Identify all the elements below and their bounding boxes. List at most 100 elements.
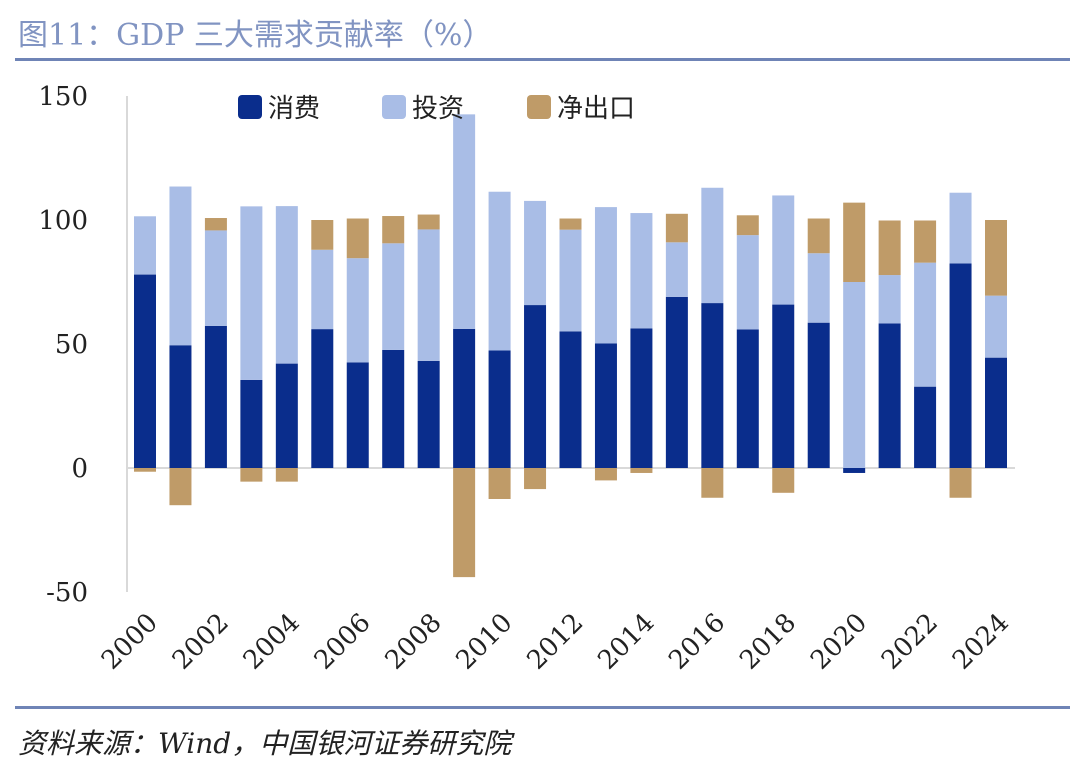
bar-net_exports-2005 xyxy=(311,220,334,250)
legend-label-investment: 投资 xyxy=(412,94,464,124)
legend-swatch-investment xyxy=(382,95,406,119)
top-divider xyxy=(15,58,1070,61)
y-tick-label: 50 xyxy=(55,330,88,360)
bar-consumption-2006 xyxy=(346,362,369,468)
y-tick-label: -50 xyxy=(46,578,88,608)
bar-investment-2012 xyxy=(559,229,582,332)
bar-net_exports-2012 xyxy=(559,218,582,230)
bar-consumption-2001 xyxy=(169,345,192,468)
bar-investment-2006 xyxy=(346,258,369,363)
bar-consumption-2004 xyxy=(275,363,298,468)
x-tick-label: 2008 xyxy=(380,608,448,676)
source-note: 资料来源：Wind，中国银河证券研究院 xyxy=(18,727,512,760)
bar-investment-2000 xyxy=(134,216,156,275)
bar-investment-2009 xyxy=(453,114,476,329)
x-tick-label: 2020 xyxy=(805,608,873,676)
legend-label-consumption: 消费 xyxy=(268,94,320,124)
bar-net_exports-2015 xyxy=(665,213,688,243)
bar-net_exports-2011 xyxy=(524,468,547,490)
x-tick-label: 2010 xyxy=(451,608,519,676)
bar-consumption-2012 xyxy=(559,331,582,468)
bar-investment-2019 xyxy=(807,253,830,323)
bar-net_exports-2008 xyxy=(417,214,440,230)
bar-investment-2005 xyxy=(311,249,334,330)
bar-consumption-2003 xyxy=(240,379,263,468)
bar-net_exports-2007 xyxy=(382,216,405,244)
bar-net_exports-2000 xyxy=(134,468,156,472)
bar-investment-2002 xyxy=(204,230,227,326)
bar-investment-2003 xyxy=(240,206,263,380)
bar-investment-2008 xyxy=(417,229,440,361)
bar-investment-2010 xyxy=(488,191,511,351)
x-tick-label: 2006 xyxy=(309,608,377,676)
bar-consumption-2009 xyxy=(453,328,476,468)
x-tick-label: 2024 xyxy=(947,608,1015,676)
bar-net_exports-2023 xyxy=(949,468,972,498)
bar-net_exports-2003 xyxy=(240,468,263,482)
x-tick-label: 2004 xyxy=(238,608,306,676)
bottom-divider xyxy=(15,706,1070,709)
bar-investment-2018 xyxy=(772,195,795,305)
bar-net_exports-2004 xyxy=(275,468,298,482)
bar-consumption-2015 xyxy=(665,296,688,468)
bars-group xyxy=(134,114,1007,578)
y-tick-label: 100 xyxy=(38,206,88,236)
bar-investment-2013 xyxy=(594,207,617,344)
bar-consumption-2021 xyxy=(878,323,901,468)
x-tick-label: 2012 xyxy=(521,608,589,676)
y-tick-label: 0 xyxy=(71,454,88,484)
bar-net_exports-2014 xyxy=(630,468,653,473)
x-tick-label: 2018 xyxy=(734,608,802,676)
bar-consumption-2017 xyxy=(736,329,759,468)
y-tick-labels: -50 0 50 100 150 xyxy=(38,82,88,608)
bar-consumption-2023 xyxy=(949,263,972,468)
bar-investment-2020 xyxy=(843,282,866,468)
x-tick-label: 2002 xyxy=(167,608,235,676)
bar-consumption-2014 xyxy=(630,328,653,468)
bar-consumption-2000 xyxy=(134,274,156,468)
bar-net_exports-2006 xyxy=(346,218,369,259)
legend: 消费 投资 净出口 xyxy=(238,94,635,124)
bar-net_exports-2001 xyxy=(169,468,192,506)
bar-consumption-2005 xyxy=(311,329,334,468)
bar-investment-2007 xyxy=(382,243,405,350)
bar-consumption-2007 xyxy=(382,349,405,468)
legend-label-net_exports: 净出口 xyxy=(557,94,635,124)
bar-investment-2004 xyxy=(275,206,298,364)
bar-net_exports-2010 xyxy=(488,468,511,499)
bar-investment-2017 xyxy=(736,235,759,330)
bar-investment-2024 xyxy=(985,295,1007,358)
x-tick-labels: 2000 2002 2004 2006 2008 2010 2012 2014 2016 2018… xyxy=(96,608,1015,676)
legend-swatch-consumption xyxy=(238,95,262,119)
bar-consumption-2018 xyxy=(772,304,795,468)
bar-consumption-2016 xyxy=(701,303,724,468)
bar-consumption-2011 xyxy=(524,305,547,468)
y-tick-label: 150 xyxy=(38,82,88,112)
bar-net_exports-2002 xyxy=(204,218,227,231)
bar-consumption-2010 xyxy=(488,350,511,468)
bar-investment-2015 xyxy=(665,242,688,297)
chart-title: 图11：GDP 三大需求贡献率（%） xyxy=(18,18,493,53)
bar-consumption-2002 xyxy=(204,325,227,468)
bar-investment-2001 xyxy=(169,186,192,346)
x-tick-label: 2014 xyxy=(592,608,660,676)
bar-consumption-2020 xyxy=(843,468,866,473)
bar-consumption-2008 xyxy=(417,360,440,468)
bar-consumption-2024 xyxy=(985,357,1007,468)
x-tick-label: 2016 xyxy=(663,608,731,676)
bar-investment-2022 xyxy=(914,262,937,387)
bar-net_exports-2020 xyxy=(843,202,866,282)
bar-consumption-2013 xyxy=(594,343,617,468)
bar-consumption-2022 xyxy=(914,386,937,468)
bar-net_exports-2013 xyxy=(594,468,617,481)
bar-net_exports-2019 xyxy=(807,218,830,254)
legend-swatch-net_exports xyxy=(527,95,551,119)
bar-investment-2011 xyxy=(524,200,547,306)
x-tick-label: 2000 xyxy=(96,608,164,676)
bar-consumption-2019 xyxy=(807,322,830,468)
bar-investment-2021 xyxy=(878,275,901,324)
bar-net_exports-2021 xyxy=(878,220,901,276)
bar-net_exports-2009 xyxy=(453,468,476,578)
bar-net_exports-2022 xyxy=(914,220,937,263)
